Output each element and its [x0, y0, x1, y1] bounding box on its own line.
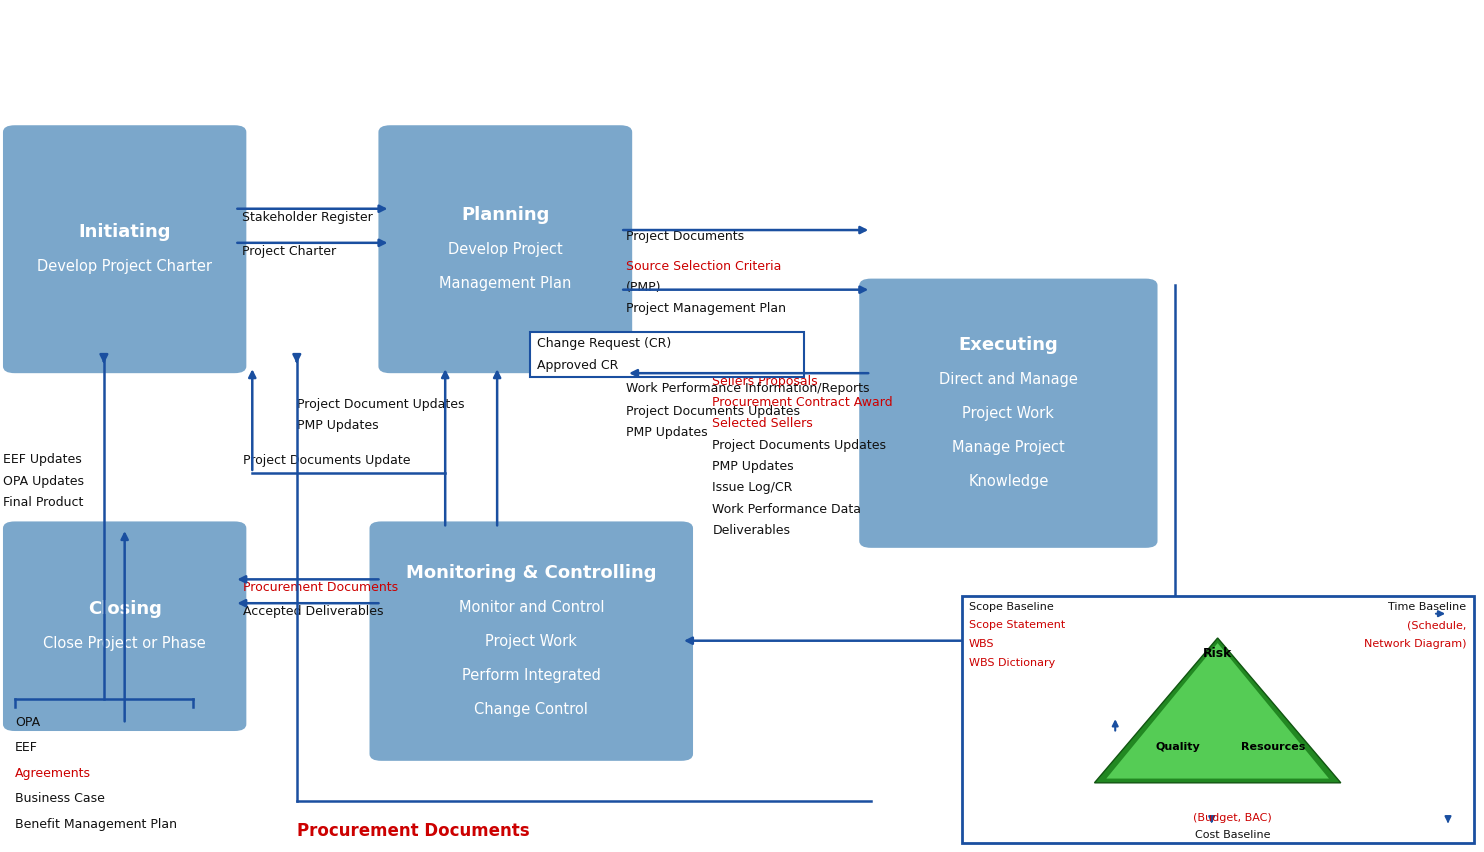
Text: Procurement Documents: Procurement Documents: [297, 822, 530, 840]
FancyBboxPatch shape: [859, 279, 1158, 548]
Text: EEF: EEF: [15, 741, 37, 754]
Text: (Schedule,: (Schedule,: [1407, 620, 1466, 630]
Text: PMP Updates: PMP Updates: [626, 426, 708, 439]
Polygon shape: [1094, 638, 1340, 783]
Text: Work Performance Data: Work Performance Data: [712, 503, 861, 515]
Text: Procurement Contract Award: Procurement Contract Award: [712, 396, 893, 409]
Text: Close Project or Phase: Close Project or Phase: [43, 636, 206, 651]
Text: Management Plan: Management Plan: [439, 276, 571, 291]
Text: PMP Updates: PMP Updates: [297, 419, 378, 432]
Text: Work Performance Information/Reports: Work Performance Information/Reports: [626, 382, 870, 394]
Text: Project Charter: Project Charter: [242, 245, 335, 258]
Text: Time Baseline: Time Baseline: [1388, 602, 1466, 612]
Text: Source Selection Criteria: Source Selection Criteria: [626, 260, 782, 273]
Text: Quality: Quality: [1156, 741, 1201, 751]
Text: Project Documents Update: Project Documents Update: [243, 453, 411, 467]
Text: Develop Project: Develop Project: [448, 242, 562, 256]
Text: WBS Dictionary: WBS Dictionary: [969, 658, 1055, 668]
Text: Initiating: Initiating: [79, 223, 171, 241]
Text: Develop Project Charter: Develop Project Charter: [37, 259, 212, 273]
Text: Manage Project: Manage Project: [953, 440, 1064, 455]
Text: Project Work: Project Work: [963, 406, 1054, 421]
Text: Planning: Planning: [462, 206, 549, 224]
Text: Perform Integrated: Perform Integrated: [462, 668, 601, 682]
Text: Closing: Closing: [88, 600, 162, 619]
Text: Project Documents: Project Documents: [626, 230, 745, 243]
Text: Scope Statement: Scope Statement: [969, 620, 1066, 630]
Text: Monitor and Control: Monitor and Control: [459, 600, 604, 614]
Text: Network Diagram): Network Diagram): [1364, 639, 1466, 649]
Text: Approved CR: Approved CR: [537, 359, 619, 372]
Text: Project Documents Updates: Project Documents Updates: [626, 405, 800, 417]
Text: Scope Baseline: Scope Baseline: [969, 602, 1054, 612]
Polygon shape: [1106, 643, 1330, 779]
Text: Selected Sellers: Selected Sellers: [712, 417, 813, 430]
Text: Project Work: Project Work: [485, 634, 577, 648]
Text: Agreements: Agreements: [15, 767, 91, 780]
Text: (PMP): (PMP): [626, 281, 662, 294]
Text: Change Control: Change Control: [475, 702, 588, 717]
Text: Stakeholder Register: Stakeholder Register: [242, 210, 372, 224]
Text: Procurement Documents: Procurement Documents: [243, 581, 399, 595]
FancyBboxPatch shape: [3, 521, 246, 731]
Text: Cost Baseline: Cost Baseline: [1195, 830, 1270, 840]
Text: (Budget, BAC): (Budget, BAC): [1193, 813, 1272, 823]
Bar: [530, 332, 804, 377]
Text: OPA: OPA: [15, 716, 40, 728]
Text: Business Case: Business Case: [15, 792, 105, 805]
Text: PMP Updates: PMP Updates: [712, 460, 794, 473]
Text: Deliverables: Deliverables: [712, 524, 791, 537]
FancyBboxPatch shape: [378, 125, 632, 373]
Text: Project Document Updates: Project Document Updates: [297, 398, 464, 411]
FancyBboxPatch shape: [370, 521, 693, 761]
Text: Monitoring & Controlling: Monitoring & Controlling: [407, 564, 656, 582]
Text: Resources: Resources: [1241, 741, 1306, 751]
Text: Accepted Deliverables: Accepted Deliverables: [243, 605, 384, 619]
Text: Issue Log/CR: Issue Log/CR: [712, 481, 792, 494]
Bar: [962, 596, 1474, 843]
Text: Sellers Proposals: Sellers Proposals: [712, 375, 818, 388]
Text: Knowledge: Knowledge: [968, 474, 1049, 489]
Text: WBS: WBS: [969, 639, 994, 649]
Text: Project Management Plan: Project Management Plan: [626, 302, 787, 315]
Text: Project Documents Updates: Project Documents Updates: [712, 439, 886, 452]
Text: Risk: Risk: [1204, 647, 1232, 659]
Text: Benefit Management Plan: Benefit Management Plan: [15, 818, 177, 831]
Text: Executing: Executing: [959, 336, 1058, 354]
Text: OPA Updates: OPA Updates: [3, 475, 85, 487]
Text: Change Request (CR): Change Request (CR): [537, 337, 671, 350]
Text: Direct and Manage: Direct and Manage: [939, 371, 1077, 387]
FancyBboxPatch shape: [3, 125, 246, 373]
Text: EEF Updates: EEF Updates: [3, 453, 82, 466]
Text: Final Product: Final Product: [3, 496, 83, 509]
